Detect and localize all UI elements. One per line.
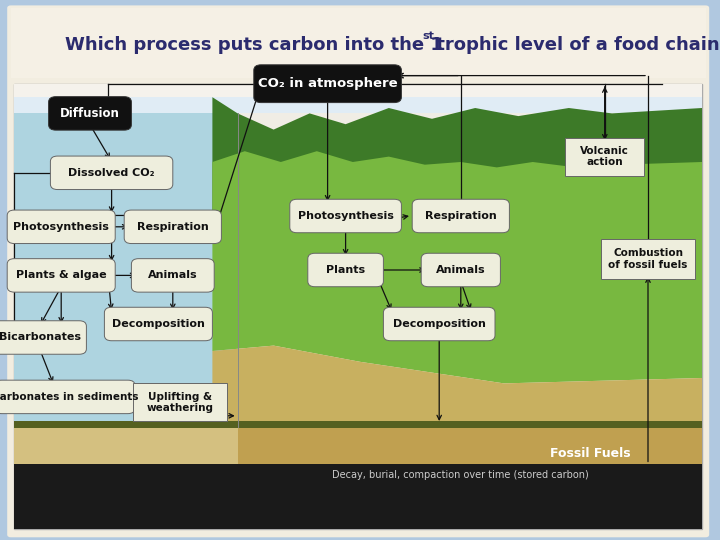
Bar: [14, 84, 702, 113]
Text: Plants & algae: Plants & algae: [16, 271, 107, 280]
Polygon shape: [212, 97, 702, 243]
Text: Photosynthesis: Photosynthesis: [297, 211, 394, 221]
FancyBboxPatch shape: [254, 65, 402, 103]
Bar: [14, 464, 702, 529]
FancyBboxPatch shape: [0, 380, 135, 414]
Text: Bicarbonates: Bicarbonates: [0, 333, 81, 342]
Text: Decay, burial, compaction over time (stored carbon): Decay, burial, compaction over time (sto…: [333, 470, 589, 480]
Text: Which process puts carbon into the 1: Which process puts carbon into the 1: [65, 36, 443, 54]
Text: Decomposition: Decomposition: [112, 319, 204, 329]
Text: Animals: Animals: [148, 271, 197, 280]
FancyBboxPatch shape: [421, 253, 500, 287]
FancyBboxPatch shape: [383, 307, 495, 341]
FancyBboxPatch shape: [14, 84, 702, 529]
Text: Dissolved CO₂: Dissolved CO₂: [68, 168, 155, 178]
Text: Decomposition: Decomposition: [393, 319, 485, 329]
Polygon shape: [14, 427, 238, 464]
FancyBboxPatch shape: [132, 259, 215, 292]
Text: Animals: Animals: [436, 265, 485, 275]
Text: CO₂ in atmosphere: CO₂ in atmosphere: [258, 77, 397, 90]
Text: Carbonates in sediments: Carbonates in sediments: [0, 392, 138, 402]
Polygon shape: [14, 113, 238, 427]
Text: Respiration: Respiration: [137, 222, 209, 232]
Text: Combustion
of fossil fuels: Combustion of fossil fuels: [608, 248, 688, 270]
FancyBboxPatch shape: [50, 156, 173, 190]
Bar: [14, 428, 702, 464]
Text: Photosynthesis: Photosynthesis: [13, 222, 109, 232]
FancyBboxPatch shape: [601, 239, 695, 280]
FancyBboxPatch shape: [7, 259, 115, 292]
FancyBboxPatch shape: [7, 210, 115, 244]
Polygon shape: [212, 151, 702, 383]
Text: Volcanic
action: Volcanic action: [580, 146, 629, 167]
FancyBboxPatch shape: [133, 383, 227, 421]
Text: Respiration: Respiration: [425, 211, 497, 221]
FancyBboxPatch shape: [0, 321, 86, 354]
Text: Fossil Fuels: Fossil Fuels: [550, 447, 631, 460]
FancyBboxPatch shape: [49, 97, 132, 130]
FancyBboxPatch shape: [11, 8, 706, 78]
FancyBboxPatch shape: [124, 210, 222, 244]
FancyBboxPatch shape: [104, 307, 212, 341]
FancyBboxPatch shape: [412, 199, 510, 233]
FancyBboxPatch shape: [308, 253, 383, 287]
Polygon shape: [212, 346, 702, 424]
Text: Plants: Plants: [326, 265, 365, 275]
FancyBboxPatch shape: [565, 138, 644, 176]
Text: st: st: [422, 31, 433, 41]
Bar: [14, 421, 702, 428]
Bar: [14, 84, 702, 97]
Text: trophic level of a food chain?: trophic level of a food chain?: [430, 36, 720, 54]
Text: Uplifting &
weathering: Uplifting & weathering: [146, 392, 214, 413]
FancyBboxPatch shape: [289, 199, 402, 233]
FancyBboxPatch shape: [7, 5, 709, 537]
Text: Diffusion: Diffusion: [60, 107, 120, 120]
